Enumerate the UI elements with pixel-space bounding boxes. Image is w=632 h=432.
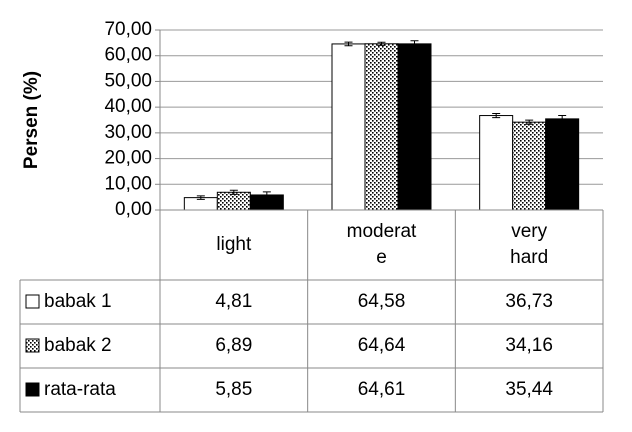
y-axis-title: Persen (%) xyxy=(21,71,42,169)
error-bar xyxy=(558,115,567,123)
bar xyxy=(479,115,514,211)
table-value: 64,64 xyxy=(358,335,406,356)
table-value: 64,61 xyxy=(358,379,406,400)
category-cell: very hard xyxy=(455,210,603,280)
y-tick-label: 10,00 xyxy=(104,173,152,194)
bar xyxy=(331,43,366,211)
x-tick-label: light xyxy=(216,234,252,255)
bar xyxy=(364,43,399,211)
error-bar xyxy=(377,41,386,46)
legend-label: babak 1 xyxy=(44,291,112,312)
table-value: 35,44 xyxy=(505,379,553,400)
table-value: 34,16 xyxy=(505,335,553,356)
y-tick-label: 30,00 xyxy=(104,122,152,143)
table-value: 36,73 xyxy=(505,291,553,312)
x-tick-label: very hard xyxy=(510,221,549,268)
legend-label: babak 2 xyxy=(44,335,112,356)
error-bar xyxy=(344,41,353,47)
legend-key xyxy=(25,338,40,353)
error-bar xyxy=(229,189,238,195)
category-wrap: very hard xyxy=(455,210,603,280)
bar xyxy=(545,118,580,211)
error-bar xyxy=(492,112,501,119)
error-bar xyxy=(262,191,271,199)
legend-key xyxy=(25,294,40,309)
bar xyxy=(512,121,547,211)
table-value: 64,58 xyxy=(358,291,406,312)
bar xyxy=(216,191,251,211)
legend-label: rata-rata xyxy=(44,379,116,400)
category-wrap: moderate xyxy=(308,210,456,280)
error-bar xyxy=(525,119,534,125)
y-tick-label: 50,00 xyxy=(104,70,152,91)
y-tick-label: 70,00 xyxy=(104,19,152,40)
y-tick-label: 0,00 xyxy=(115,199,152,220)
y-tick-label: 20,00 xyxy=(104,148,152,169)
category-wrap: light xyxy=(160,210,308,280)
legend-key xyxy=(25,382,40,397)
table-value: 6,89 xyxy=(215,335,252,356)
bar xyxy=(397,43,432,211)
table-value: 5,85 xyxy=(215,379,252,400)
category-cell: moderate xyxy=(308,210,456,280)
x-tick-label: moderate xyxy=(346,221,417,268)
y-tick-label: 60,00 xyxy=(104,45,152,66)
error-bar xyxy=(410,40,419,48)
y-tick-label: 40,00 xyxy=(104,96,152,117)
table-value: 4,81 xyxy=(215,291,252,312)
error-bar xyxy=(196,195,205,200)
category-cell: light xyxy=(160,210,308,280)
